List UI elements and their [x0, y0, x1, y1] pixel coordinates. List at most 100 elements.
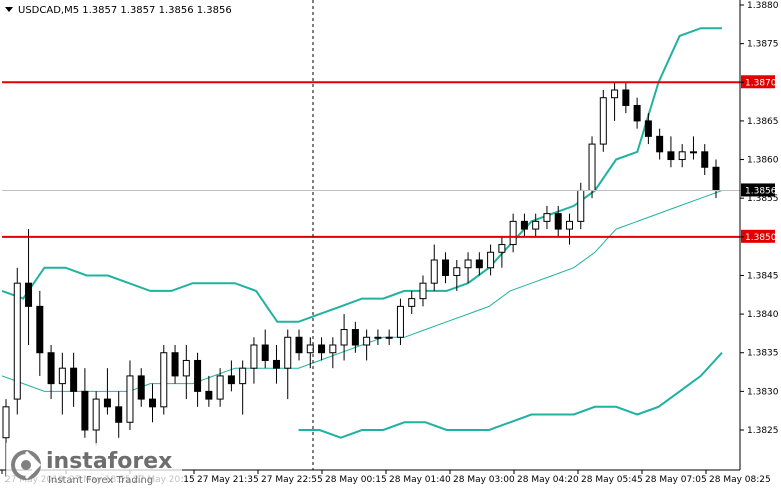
candle: [261, 329, 269, 369]
price-tick-label: 1.3880: [747, 1, 779, 11]
candle-body: [633, 104, 641, 122]
candle: [216, 368, 224, 407]
candle-body: [284, 336, 292, 369]
candle-body: [408, 298, 416, 307]
candle-body: [25, 282, 33, 307]
candle: [70, 352, 78, 407]
candle-body: [442, 259, 450, 276]
candle: [13, 267, 21, 415]
candle-body: [532, 220, 540, 230]
candle-body: [599, 97, 607, 145]
candle: [509, 213, 517, 253]
candle-body: [2, 406, 10, 439]
logo-tagline-text: Instant Forex Trading: [48, 475, 153, 486]
candle-body: [577, 189, 585, 222]
candle-body: [70, 367, 78, 392]
candle-body: [227, 375, 235, 385]
candle: [599, 90, 607, 152]
logo-mark-icon: [11, 450, 42, 480]
candle: [103, 368, 111, 415]
candle: [656, 128, 664, 160]
level-label-bg: [741, 229, 775, 243]
candle: [453, 260, 461, 291]
candle-body: [543, 213, 551, 222]
candle-body: [160, 352, 168, 408]
candle-body: [340, 329, 348, 346]
current-price-label: 1.3856: [745, 186, 777, 196]
candle: [47, 345, 55, 400]
level-label: 1.3870: [745, 78, 777, 88]
candle: [689, 136, 697, 160]
candle: [149, 383, 157, 423]
candle: [374, 329, 382, 345]
candle-body: [363, 336, 371, 346]
candle-body: [656, 135, 664, 153]
candle: [520, 213, 528, 237]
candle-body: [295, 336, 303, 354]
candle-body: [374, 336, 382, 339]
candle: [464, 252, 472, 284]
candle: [205, 375, 213, 407]
candle-body: [318, 344, 326, 354]
candle: [137, 368, 145, 407]
price-tick-label: 1.3825: [747, 426, 779, 436]
candle-body: [137, 375, 145, 400]
instaforex-logo: instaforex Instant Forex Trading: [6, 443, 182, 487]
price-tick-label: 1.3855: [747, 194, 779, 204]
header: USDCAD,M5 1.3857 1.3857 1.3856 1.3856: [5, 5, 232, 16]
candle: [408, 290, 416, 315]
candle: [644, 113, 652, 145]
candle-body: [115, 406, 123, 423]
band-middle-line: [1, 190, 723, 392]
candle: [588, 136, 596, 199]
candle: [92, 391, 100, 446]
candle: [611, 82, 619, 121]
dropdown-triangle-icon[interactable]: [5, 7, 13, 12]
candle: [430, 244, 438, 291]
candle-body: [453, 267, 461, 276]
candle: [633, 97, 641, 129]
candle: [442, 252, 450, 284]
candle-body: [509, 220, 517, 246]
candle-body: [611, 89, 619, 99]
candle: [272, 345, 280, 384]
candle-body: [58, 367, 66, 385]
candle-body: [182, 359, 190, 377]
candle: [182, 345, 190, 400]
candle: [565, 213, 573, 245]
candle: [171, 345, 179, 384]
candle-body: [126, 375, 134, 423]
candle: [340, 314, 348, 361]
candle-body: [622, 89, 630, 106]
candle-body: [171, 352, 179, 377]
symbol-info-text: USDCAD,M5 1.3857 1.3857 1.3856 1.3856: [18, 5, 232, 16]
candle-body: [712, 166, 720, 191]
candle-body: [216, 375, 224, 400]
candle: [419, 275, 427, 307]
candle-body: [565, 220, 573, 230]
time-tick-label: 27 May 21:35: [197, 475, 259, 485]
candle: [81, 368, 89, 438]
time-tick-label: 27 May 22:55: [261, 475, 323, 485]
candle: [160, 345, 168, 415]
candle: [58, 352, 66, 415]
candle-body: [475, 259, 483, 269]
time-tick-label: 28 May 03:00: [453, 475, 515, 485]
price-tick-label: 1.3840: [747, 310, 779, 320]
candle: [351, 321, 359, 353]
candle: [239, 360, 247, 415]
level-label-bg: [741, 75, 775, 89]
candle-body: [205, 390, 213, 400]
price-tick-label: 1.3865: [747, 117, 779, 127]
candle-body: [239, 367, 247, 385]
candle-body: [554, 213, 562, 230]
price-tick-label: 1.3835: [747, 349, 779, 359]
candle-body: [464, 259, 472, 269]
candle: [126, 360, 134, 430]
candle-body: [351, 329, 359, 346]
candle-body: [261, 344, 269, 361]
candle: [701, 144, 709, 175]
candle: [227, 360, 235, 392]
candle: [554, 205, 562, 237]
